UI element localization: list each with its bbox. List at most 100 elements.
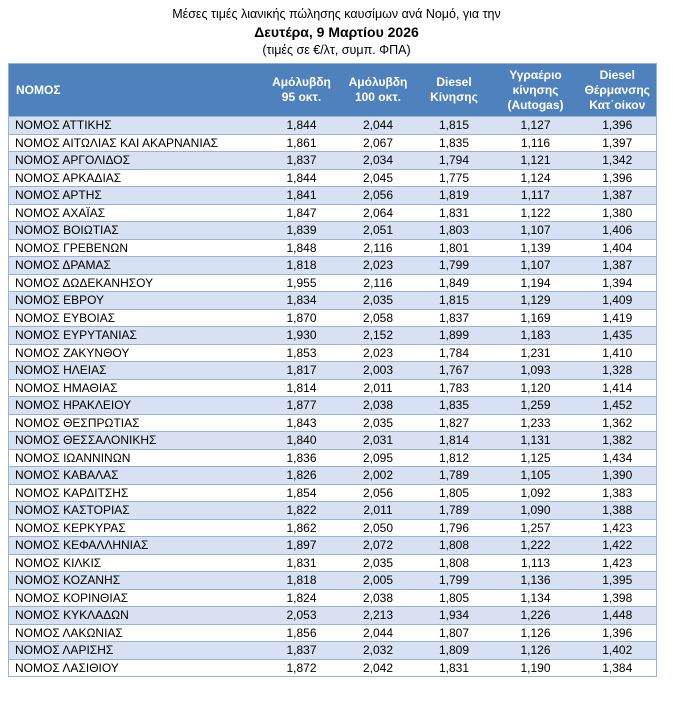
table-row: ΝΟΜΟΣ ΗΜΑΘΙΑΣ 1,814 2,011 1,783 1,120 1,414 bbox=[8, 378, 657, 397]
table-header-row: ΝΟΜΟΣ Αμόλυβδη 95 οκτ. Αμόλυβδη 100 οκτ. Di… bbox=[8, 63, 657, 117]
prefecture-name-cell: ΝΟΜΟΣ ΚΟΖΑΝΗΣ bbox=[8, 571, 263, 590]
price-cell-autogas: 1,126 bbox=[492, 641, 579, 660]
price-cell-autogas: 1,113 bbox=[492, 553, 579, 572]
price-cell-unleaded95: 1,870 bbox=[262, 308, 341, 327]
price-cell-unleaded100: 2,042 bbox=[340, 658, 416, 677]
prefecture-name-cell: ΝΟΜΟΣ ΛΑΣΙΘΙΟΥ bbox=[8, 658, 263, 677]
price-cell-diesel: 1,849 bbox=[415, 273, 493, 292]
prefecture-name-cell: ΝΟΜΟΣ ΓΡΕΒΕΝΩΝ bbox=[8, 238, 263, 257]
price-cell-unleaded95: 1,853 bbox=[262, 343, 341, 362]
price-cell-autogas: 1,120 bbox=[492, 378, 579, 397]
price-cell-heating-diesel: 1,342 bbox=[578, 151, 657, 170]
price-cell-unleaded100: 2,035 bbox=[340, 413, 416, 432]
price-cell-autogas: 1,139 bbox=[492, 238, 579, 257]
price-cell-diesel: 1,783 bbox=[415, 378, 493, 397]
price-cell-diesel: 1,819 bbox=[415, 186, 493, 205]
price-cell-heating-diesel: 1,388 bbox=[578, 501, 657, 520]
table-row: ΝΟΜΟΣ ΑΡΓΟΛΙΔΟΣ 1,837 2,034 1,794 1,121 1,342 bbox=[8, 151, 657, 170]
price-cell-autogas: 1,105 bbox=[492, 466, 579, 485]
table-body: ΝΟΜΟΣ ΑΤΤΙΚΗΣ 1,844 2,044 1,815 1,127 1,396 ΝΟ… bbox=[8, 116, 657, 677]
price-cell-diesel: 1,794 bbox=[415, 151, 493, 170]
price-cell-autogas: 1,257 bbox=[492, 518, 579, 537]
price-cell-unleaded100: 2,064 bbox=[340, 203, 416, 222]
table-row: ΝΟΜΟΣ ΚΟΖΑΝΗΣ 1,818 2,005 1,799 1,136 1,395 bbox=[8, 571, 657, 590]
prefecture-name-cell: ΝΟΜΟΣ ΚΑΣΤΟΡΙΑΣ bbox=[8, 501, 263, 520]
price-cell-unleaded100: 2,051 bbox=[340, 221, 416, 240]
prefecture-name-cell: ΝΟΜΟΣ ΚΑΒΑΛΑΣ bbox=[8, 466, 263, 485]
price-cell-unleaded95: 1,856 bbox=[262, 623, 341, 642]
price-cell-autogas: 1,231 bbox=[492, 343, 579, 362]
price-cell-unleaded95: 1,839 bbox=[262, 221, 341, 240]
price-cell-unleaded100: 2,003 bbox=[340, 361, 416, 380]
price-cell-unleaded95: 1,837 bbox=[262, 641, 341, 660]
price-cell-unleaded100: 2,116 bbox=[340, 273, 416, 292]
price-cell-unleaded95: 1,847 bbox=[262, 203, 341, 222]
price-cell-autogas: 1,122 bbox=[492, 203, 579, 222]
prefecture-name-cell: ΝΟΜΟΣ ΚΙΛΚΙΣ bbox=[8, 553, 263, 572]
price-cell-unleaded95: 1,836 bbox=[262, 448, 341, 467]
price-cell-unleaded95: 1,814 bbox=[262, 378, 341, 397]
price-cell-unleaded95: 1,822 bbox=[262, 501, 341, 520]
price-cell-heating-diesel: 1,396 bbox=[578, 116, 657, 135]
price-cell-autogas: 1,259 bbox=[492, 396, 579, 415]
price-cell-diesel: 1,789 bbox=[415, 466, 493, 485]
table-row: ΝΟΜΟΣ ΑΧΑΪΑΣ 1,847 2,064 1,831 1,122 1,380 bbox=[8, 203, 657, 222]
price-cell-unleaded95: 1,831 bbox=[262, 553, 341, 572]
prefecture-name-cell: ΝΟΜΟΣ ΑΤΤΙΚΗΣ bbox=[8, 116, 263, 135]
prefecture-name-cell: ΝΟΜΟΣ ΗΜΑΘΙΑΣ bbox=[8, 378, 263, 397]
price-cell-heating-diesel: 1,404 bbox=[578, 238, 657, 257]
price-cell-unleaded100: 2,031 bbox=[340, 431, 416, 450]
price-cell-unleaded100: 2,034 bbox=[340, 151, 416, 170]
prefecture-name-cell: ΝΟΜΟΣ ΑΡΓΟΛΙΔΟΣ bbox=[8, 151, 263, 170]
price-cell-diesel: 1,803 bbox=[415, 221, 493, 240]
prefecture-name-cell: ΝΟΜΟΣ ΑΙΤΩΛΙΑΣ ΚΑΙ ΑΚΑΡΝΑΝΙΑΣ bbox=[8, 133, 263, 152]
price-cell-unleaded100: 2,032 bbox=[340, 641, 416, 660]
price-cell-diesel: 1,899 bbox=[415, 326, 493, 345]
prefecture-name-cell: ΝΟΜΟΣ ΙΩΑΝΝΙΝΩΝ bbox=[8, 448, 263, 467]
price-cell-heating-diesel: 1,448 bbox=[578, 606, 657, 625]
prefecture-name-cell: ΝΟΜΟΣ ΑΡΚΑΔΙΑΣ bbox=[8, 168, 263, 187]
price-cell-unleaded95: 1,841 bbox=[262, 186, 341, 205]
price-cell-autogas: 1,125 bbox=[492, 448, 579, 467]
price-cell-autogas: 1,190 bbox=[492, 658, 579, 677]
price-cell-diesel: 1,808 bbox=[415, 536, 493, 555]
price-cell-heating-diesel: 1,384 bbox=[578, 658, 657, 677]
price-cell-diesel: 1,805 bbox=[415, 483, 493, 502]
price-cell-autogas: 1,183 bbox=[492, 326, 579, 345]
price-cell-unleaded100: 2,011 bbox=[340, 378, 416, 397]
price-cell-unleaded95: 1,834 bbox=[262, 291, 341, 310]
table-row: ΝΟΜΟΣ ΛΑΣΙΘΙΟΥ 1,872 2,042 1,831 1,190 1,384 bbox=[8, 658, 657, 677]
price-cell-unleaded95: 1,840 bbox=[262, 431, 341, 450]
price-cell-autogas: 1,117 bbox=[492, 186, 579, 205]
price-cell-heating-diesel: 1,395 bbox=[578, 571, 657, 590]
price-cell-heating-diesel: 1,398 bbox=[578, 588, 657, 607]
price-cell-diesel: 1,934 bbox=[415, 606, 493, 625]
table-row: ΝΟΜΟΣ ΚΑΡΔΙΤΣΗΣ 1,854 2,056 1,805 1,092 1,383 bbox=[8, 483, 657, 502]
price-cell-autogas: 1,116 bbox=[492, 133, 579, 152]
prefecture-name-cell: ΝΟΜΟΣ ΚΟΡΙΝΘΙΑΣ bbox=[8, 588, 263, 607]
price-cell-diesel: 1,831 bbox=[415, 203, 493, 222]
table-row: ΝΟΜΟΣ ΚΙΛΚΙΣ 1,831 2,035 1,808 1,113 1,423 bbox=[8, 553, 657, 572]
report-units-note: (τιμές σε €/λτ, συμπ. ΦΠΑ) bbox=[262, 43, 411, 57]
price-cell-heating-diesel: 1,328 bbox=[578, 361, 657, 380]
price-cell-diesel: 1,814 bbox=[415, 431, 493, 450]
table-row: ΝΟΜΟΣ ΖΑΚΥΝΘΟΥ 1,853 2,023 1,784 1,231 1,410 bbox=[8, 343, 657, 362]
price-cell-heating-diesel: 1,396 bbox=[578, 168, 657, 187]
table-row: ΝΟΜΟΣ ΚΕΡΚΥΡΑΣ 1,862 2,050 1,796 1,257 1,423 bbox=[8, 518, 657, 537]
prefecture-name-cell: ΝΟΜΟΣ ΛΑΚΩΝΙΑΣ bbox=[8, 623, 263, 642]
price-cell-autogas: 1,194 bbox=[492, 273, 579, 292]
price-cell-heating-diesel: 1,390 bbox=[578, 466, 657, 485]
price-cell-heating-diesel: 1,362 bbox=[578, 413, 657, 432]
prefecture-name-cell: ΝΟΜΟΣ ΗΛΕΙΑΣ bbox=[8, 361, 263, 380]
price-cell-heating-diesel: 1,394 bbox=[578, 273, 657, 292]
price-cell-autogas: 1,136 bbox=[492, 571, 579, 590]
price-cell-diesel: 1,789 bbox=[415, 501, 493, 520]
fuel-prices-table: ΝΟΜΟΣ Αμόλυβδη 95 οκτ. Αμόλυβδη 100 οκτ. Di… bbox=[8, 63, 657, 677]
table-row: ΝΟΜΟΣ ΛΑΚΩΝΙΑΣ 1,856 2,044 1,807 1,126 1,396 bbox=[8, 623, 657, 642]
price-cell-autogas: 1,127 bbox=[492, 116, 579, 135]
price-cell-unleaded100: 2,011 bbox=[340, 501, 416, 520]
price-cell-unleaded100: 2,035 bbox=[340, 553, 416, 572]
prefecture-name-cell: ΝΟΜΟΣ ΑΡΤΗΣ bbox=[8, 186, 263, 205]
price-cell-unleaded95: 1,817 bbox=[262, 361, 341, 380]
price-cell-autogas: 1,121 bbox=[492, 151, 579, 170]
